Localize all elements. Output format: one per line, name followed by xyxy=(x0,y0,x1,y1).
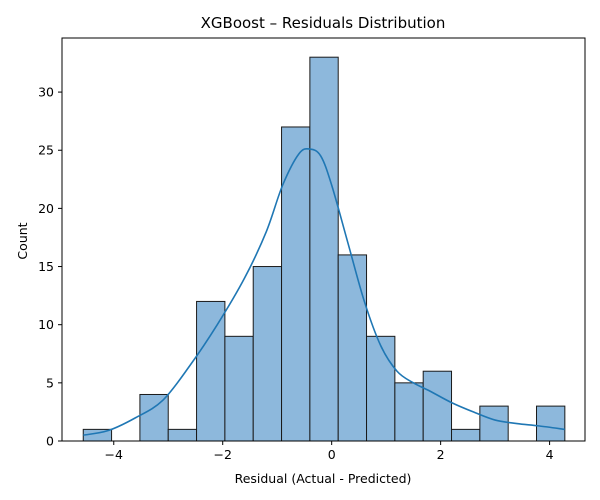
y-axis-label: Count xyxy=(15,222,30,259)
histogram-bar xyxy=(167,428,198,442)
x-tick-label: 2 xyxy=(437,447,445,462)
x-tick-label: −4 xyxy=(105,447,123,462)
x-axis: −4 −2 0 2 4 xyxy=(105,441,554,462)
y-tick-label: 25 xyxy=(38,143,54,158)
histogram-bar xyxy=(309,56,339,442)
kde-curve xyxy=(83,147,565,436)
histogram-bar xyxy=(366,335,396,442)
x-tick-label: 0 xyxy=(328,447,336,462)
chart-title: XGBoost – Residuals Distribution xyxy=(201,14,446,32)
x-tick-label: 4 xyxy=(546,447,554,462)
histogram-bar xyxy=(139,393,169,442)
histogram-bars xyxy=(82,56,566,442)
x-axis-label: Residual (Actual - Predicted) xyxy=(235,471,412,486)
y-tick-label: 10 xyxy=(38,317,54,332)
y-tick-label: 0 xyxy=(46,434,54,449)
histogram-bar xyxy=(479,405,509,442)
histogram-bar xyxy=(422,370,453,442)
histogram-bar xyxy=(394,382,424,442)
histogram-bar xyxy=(451,428,481,442)
x-tick-label: −2 xyxy=(213,447,231,462)
y-tick-label: 20 xyxy=(38,201,54,216)
y-tick-label: 15 xyxy=(38,259,54,274)
kde-curve-layer xyxy=(83,147,565,436)
plot-frame xyxy=(61,37,586,442)
histogram-bar xyxy=(281,126,311,442)
histogram-bar xyxy=(337,254,368,442)
y-axis: 0 5 10 15 20 25 30 xyxy=(38,85,62,449)
y-tick-label: 5 xyxy=(46,375,54,390)
y-tick-label: 30 xyxy=(38,85,54,100)
histogram-bar xyxy=(196,300,226,442)
histogram-bar xyxy=(224,335,254,442)
histogram-bar xyxy=(252,266,283,442)
histogram-bar xyxy=(536,405,566,442)
